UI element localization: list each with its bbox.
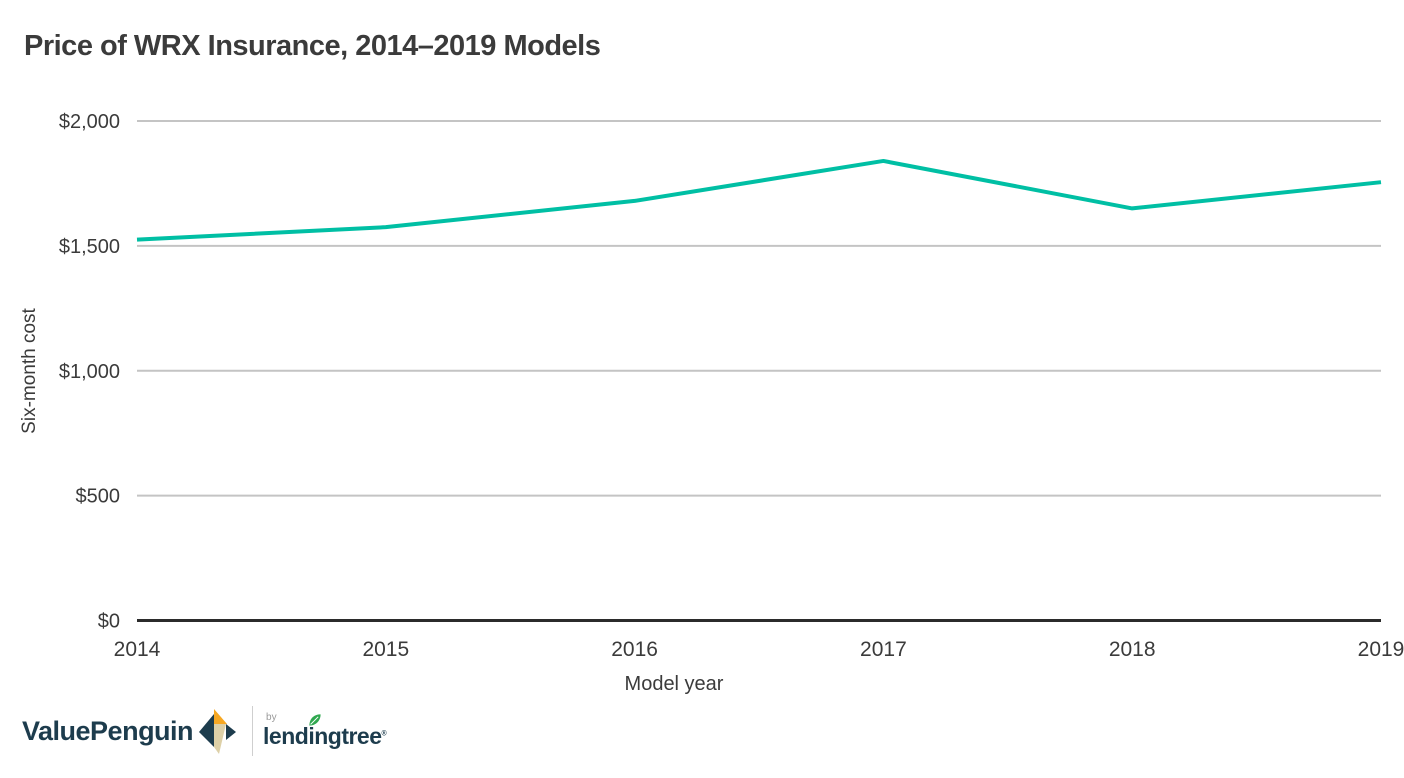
logo-divider bbox=[252, 706, 254, 756]
valuepenguin-diamond-icon bbox=[199, 709, 237, 754]
leaf-icon bbox=[309, 714, 321, 726]
y-tick-label: $1,500 bbox=[59, 236, 120, 258]
y-axis-title: Six-month cost bbox=[19, 308, 40, 434]
x-tick-label: 2019 bbox=[1358, 638, 1404, 661]
chart-title: Price of WRX Insurance, 2014–2019 Models bbox=[24, 30, 601, 62]
trademark-mark: ® bbox=[381, 730, 387, 738]
icon-navy-left-triangle bbox=[199, 714, 215, 747]
x-tick-label: 2016 bbox=[611, 638, 658, 661]
y-tick-label: $1,000 bbox=[59, 361, 120, 383]
lendingtree-wordmark: lendingtree® bbox=[263, 714, 387, 749]
icon-orange-triangle bbox=[214, 709, 228, 724]
price-line-series bbox=[136, 158, 1382, 242]
footer-logo: ValuePenguin by lendingtree® bbox=[22, 702, 387, 760]
x-tick-label: 2017 bbox=[860, 638, 907, 661]
by-label: by bbox=[266, 711, 277, 723]
x-axis-title: Model year bbox=[624, 673, 724, 695]
lendingtree-text: lendingtree bbox=[263, 722, 382, 749]
icon-navy-right-triangle bbox=[226, 724, 237, 740]
y-tick-label: $0 bbox=[98, 611, 120, 633]
valuepenguin-wordmark: ValuePenguin bbox=[22, 715, 194, 746]
x-tick-label: 2014 bbox=[114, 638, 161, 661]
icon-cream-triangle bbox=[214, 724, 227, 754]
y-tick-label: $2,000 bbox=[59, 111, 120, 133]
x-tick-label: 2015 bbox=[362, 638, 409, 661]
y-tick-label: $500 bbox=[76, 486, 121, 508]
lendingtree-block: by lendingtree® bbox=[263, 711, 387, 749]
x-tick-label: 2018 bbox=[1109, 638, 1156, 661]
